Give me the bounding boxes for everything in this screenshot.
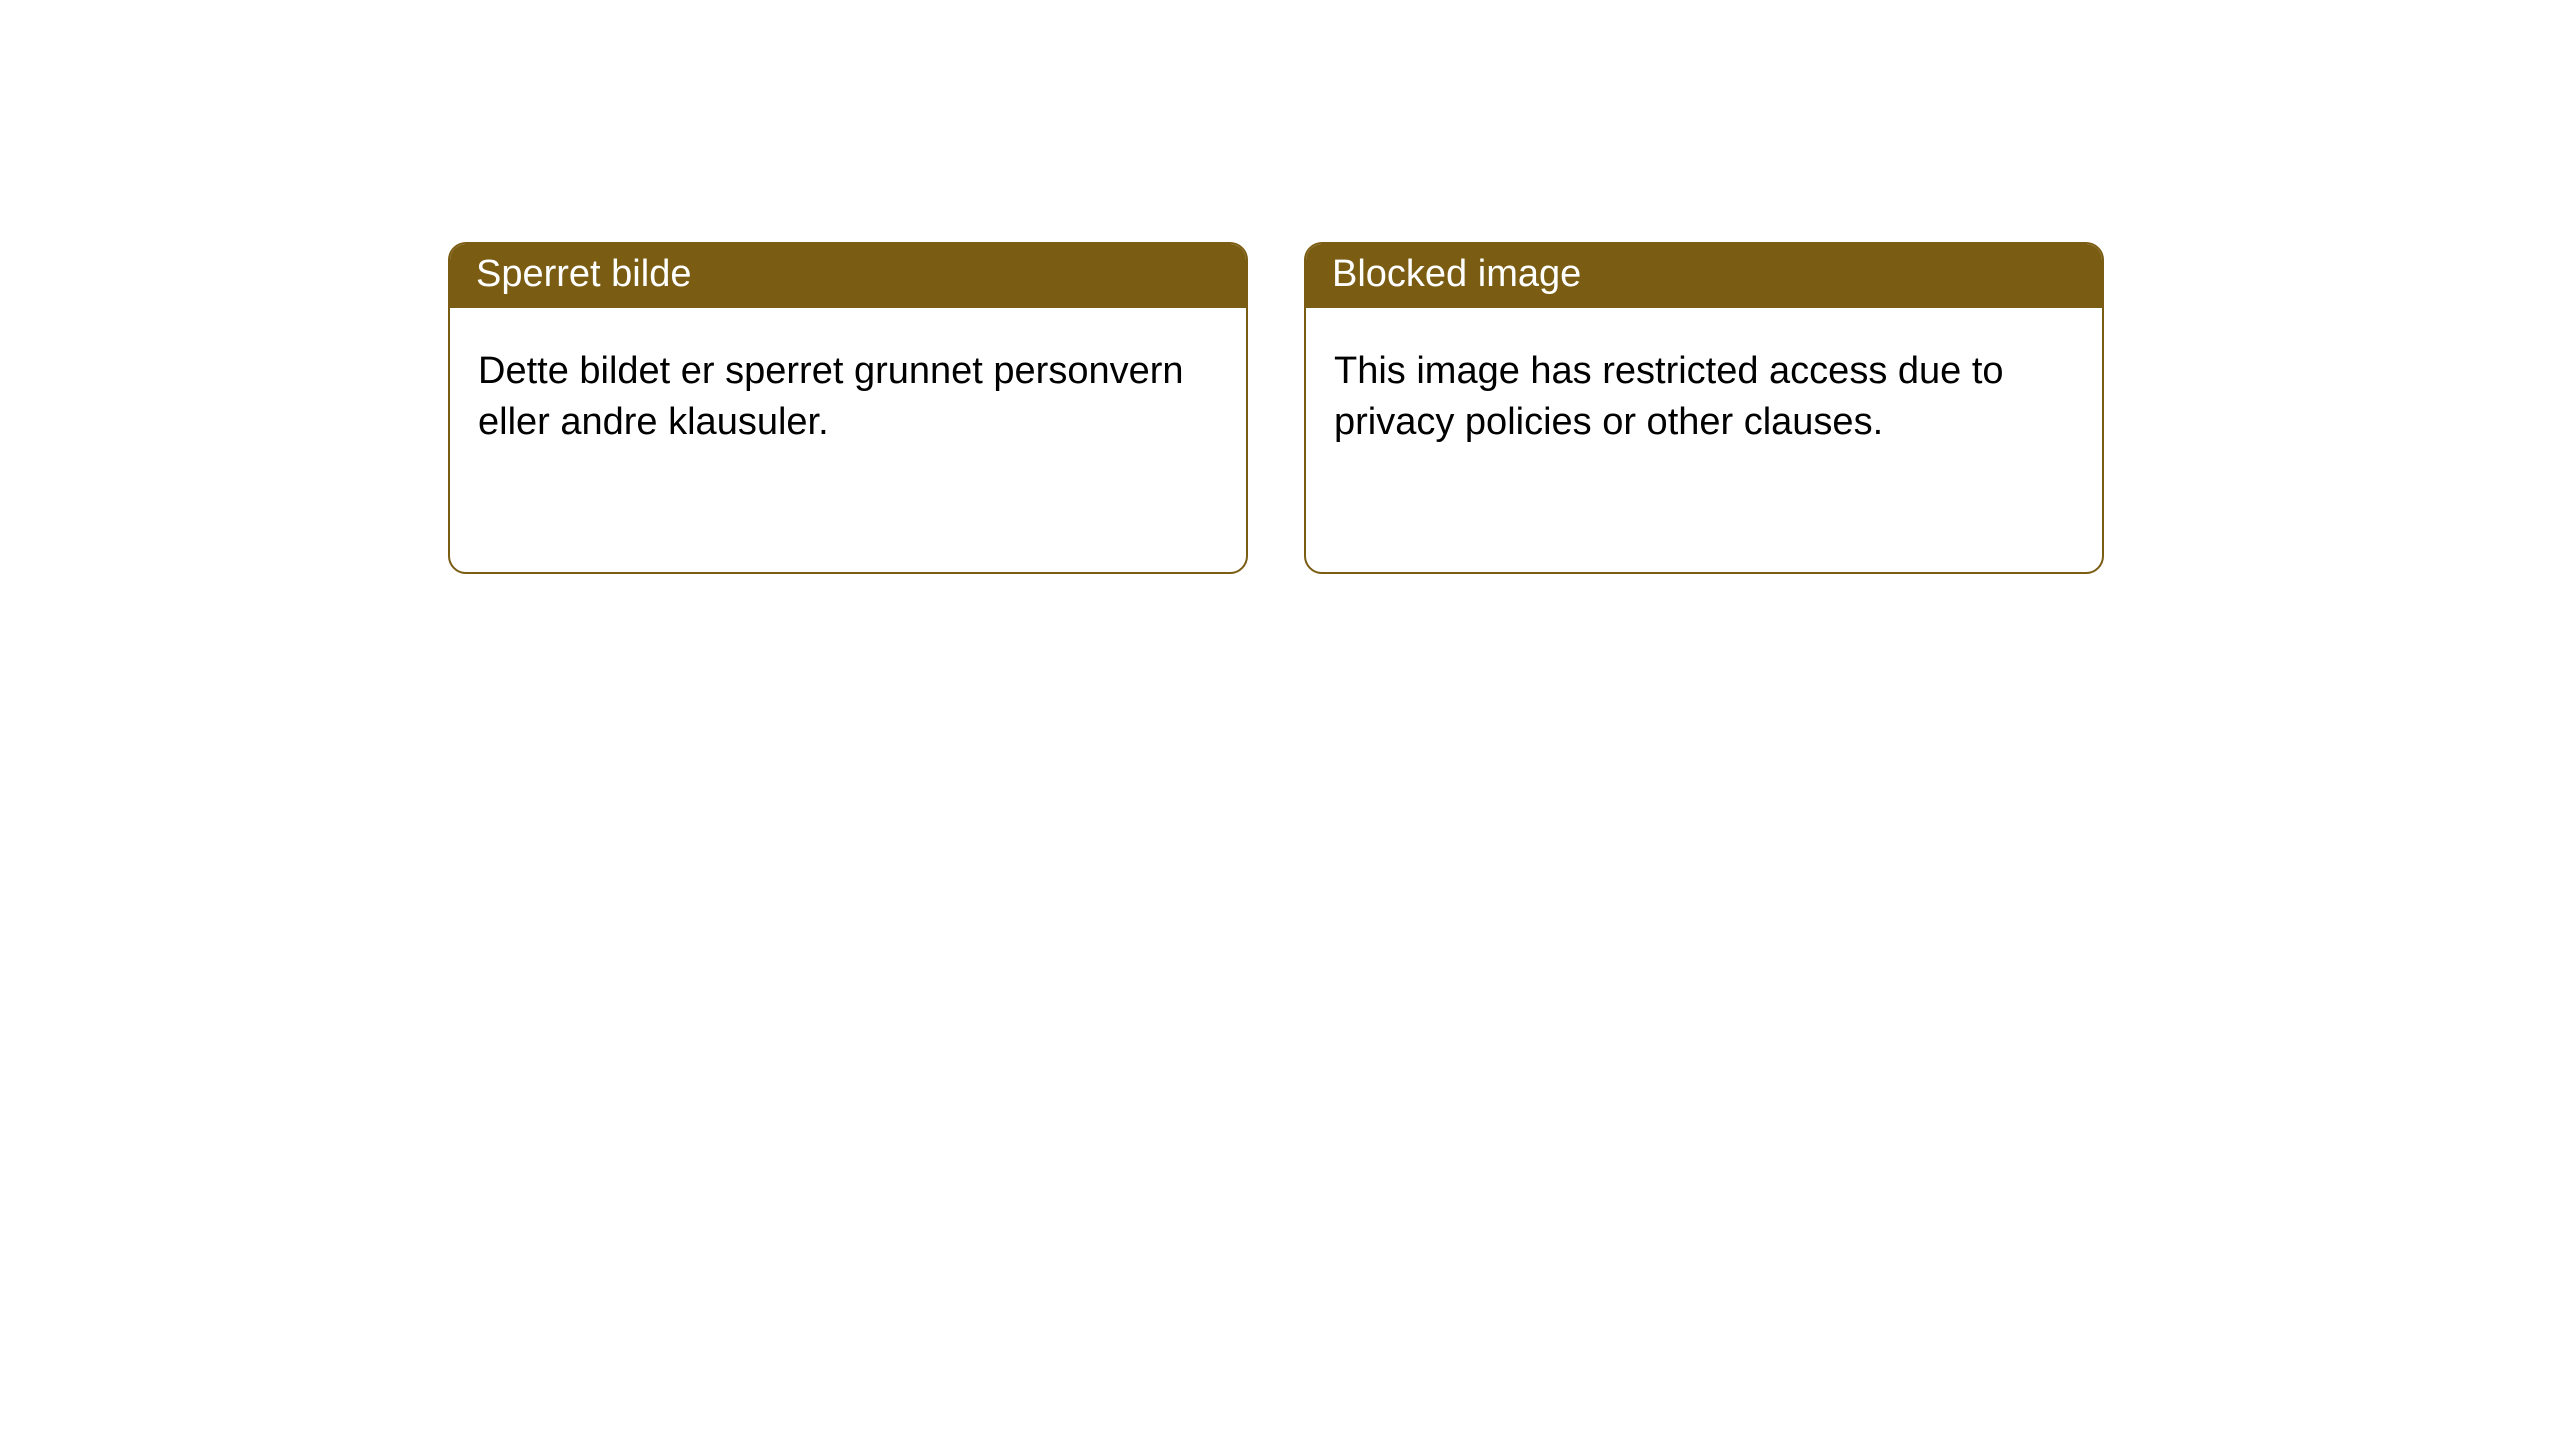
card-body-text-norwegian: Dette bildet er sperret grunnet personve… (478, 350, 1184, 443)
card-body-english: This image has restricted access due to … (1306, 308, 2102, 477)
notice-cards-container: Sperret bilde Dette bildet er sperret gr… (0, 0, 2560, 574)
card-header-english: Blocked image (1306, 244, 2102, 308)
card-title-english: Blocked image (1332, 253, 1581, 295)
card-body-text-english: This image has restricted access due to … (1334, 350, 2004, 443)
card-body-norwegian: Dette bildet er sperret grunnet personve… (450, 308, 1246, 477)
card-header-norwegian: Sperret bilde (450, 244, 1246, 308)
blocked-image-card-english: Blocked image This image has restricted … (1304, 242, 2104, 574)
card-title-norwegian: Sperret bilde (476, 253, 691, 295)
blocked-image-card-norwegian: Sperret bilde Dette bildet er sperret gr… (448, 242, 1248, 574)
